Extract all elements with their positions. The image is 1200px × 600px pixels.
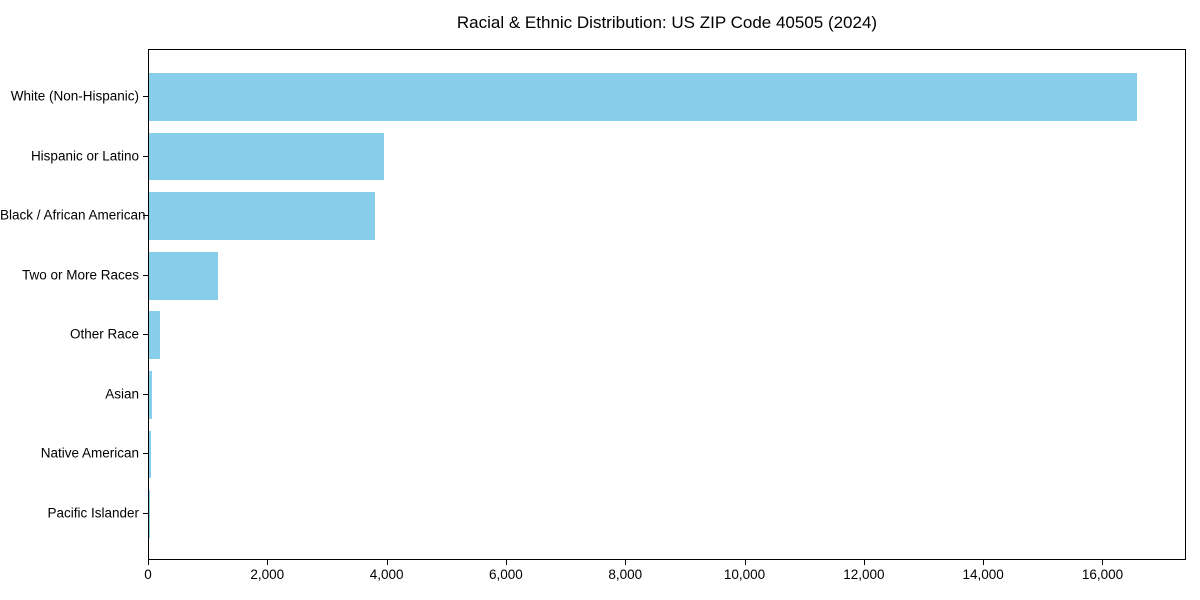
x-axis-tick-mark — [863, 560, 865, 565]
y-axis-label-other-race: Other Race — [69, 326, 139, 342]
x-axis-tick-mark — [625, 560, 627, 565]
plot-area — [148, 49, 1186, 560]
x-axis-tick-mark — [983, 560, 985, 565]
x-axis-tick-label-12000: 12,000 — [843, 567, 885, 582]
x-axis-tick-mark — [148, 560, 149, 565]
x-axis-tick-label-14000: 14,000 — [962, 567, 1004, 582]
x-axis-tick-label-10000: 10,000 — [723, 567, 766, 582]
x-axis-tick-mark — [744, 560, 746, 565]
x-axis-tick-label-8000: 8,000 — [608, 567, 643, 582]
y-axis-label-white-non-hispanic: White (Non-Hispanic) — [10, 88, 139, 104]
y-axis-tick-mark — [143, 334, 148, 336]
y-axis-tick-mark — [143, 453, 148, 455]
y-axis-label-asian: Asian — [105, 386, 139, 402]
bar-black-african-american — [149, 192, 375, 240]
chart-title: Racial & Ethnic Distribution: US ZIP Cod… — [456, 13, 878, 32]
x-axis-tick-label-2000: 2,000 — [250, 567, 285, 582]
y-axis-label-black-african-american: Black / African American — [0, 207, 146, 223]
bar-native-american — [149, 430, 151, 479]
bar-two-or-more-races — [149, 251, 218, 300]
bar-hispanic-or-latino — [149, 132, 384, 181]
y-axis-tick-mark — [143, 215, 148, 217]
y-axis-label-hispanic-or-latino: Hispanic or Latino — [30, 148, 139, 164]
x-axis-tick-label-16000: 16,000 — [1081, 567, 1124, 582]
y-axis-tick-mark — [143, 96, 148, 98]
x-axis-tick-mark — [505, 560, 507, 565]
x-axis-tick-mark — [267, 560, 269, 565]
bar-other-race — [149, 311, 161, 360]
y-axis-label-native-american: Native American — [40, 445, 139, 461]
bar-white-non-hispanic — [149, 73, 1138, 121]
y-axis-tick-mark — [143, 274, 148, 276]
x-axis-tick-mark — [386, 560, 388, 565]
y-axis-label-two-or-more-races: Two or More Races — [21, 267, 139, 283]
y-axis-label-pacific-islander: Pacific Islander — [47, 505, 139, 521]
x-axis-tick-label-4000: 4,000 — [369, 567, 404, 582]
x-axis-tick-mark — [1102, 560, 1104, 565]
bar-asian — [149, 371, 153, 419]
y-axis-tick-mark — [143, 512, 148, 514]
y-axis-tick-mark — [143, 155, 148, 157]
y-axis-tick-mark — [143, 393, 148, 395]
x-axis-tick-label-0: 0 — [144, 567, 152, 582]
x-axis-tick-label-6000: 6,000 — [489, 567, 523, 582]
